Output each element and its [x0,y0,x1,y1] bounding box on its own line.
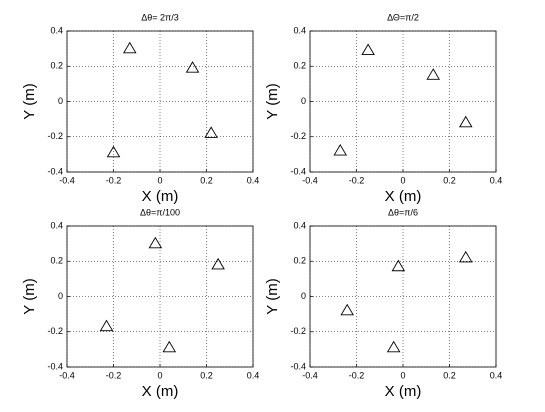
y-tick-label: 0 [301,291,306,301]
x-axis-label: X (m) [385,383,422,400]
x-tick-label: 0.2 [200,370,213,380]
point [211,257,225,270]
y-tick-label: 0.2 [50,256,63,266]
y-tick-label: 0.2 [50,61,63,71]
y-tick-label: 0.4 [50,25,63,35]
y-tick-label: 0 [58,96,63,106]
chart-title: ΔΘ=π/2 [387,12,419,22]
y-tick-label: 0.4 [293,25,306,35]
point [106,145,121,158]
point [426,68,441,80]
y-tick-label: -0.4 [290,166,306,176]
x-tick-label: 0.4 [247,370,260,380]
y-tick-label: -0.2 [290,326,306,336]
point [99,319,114,332]
y-tick-label: -0.4 [47,361,63,371]
x-tick-label: 0.2 [200,175,213,185]
point [162,340,177,353]
axes-frame [309,30,497,173]
y-tick-label: 0 [58,291,63,301]
axes-frame [66,30,254,173]
x-tick-label: -0.2 [106,370,122,380]
x-tick-label: 0.4 [490,370,503,380]
x-tick-label: 0 [400,370,405,380]
y-tick-label: 0.4 [293,220,306,230]
x-tick-label: -0.4 [59,370,75,380]
chart-title: Δθ=π/6 [388,207,418,217]
point [386,340,401,353]
point [204,126,218,138]
y-tick-label: -0.2 [290,131,306,141]
x-tick-label: -0.4 [302,370,318,380]
x-tick-label: 0 [400,175,405,185]
point [122,41,137,54]
y-tick-label: -0.2 [47,326,63,336]
x-tick-label: 0 [157,370,162,380]
x-tick-label: -0.2 [349,175,365,185]
y-tick-label: 0.2 [293,61,306,71]
x-tick-label: -0.4 [59,175,75,185]
point [391,259,406,272]
y-tick-label: -0.2 [47,131,63,141]
x-tick-label: 0.2 [443,370,456,380]
y-tick-label: -0.4 [290,361,306,371]
x-tick-label: 0.4 [490,175,503,185]
y-tick-label: -0.4 [47,166,63,176]
point [185,61,200,73]
x-tick-label: -0.2 [106,175,122,185]
x-tick-label: -0.2 [349,370,365,380]
y-tick-label: 0.4 [50,220,63,230]
y-tick-label: 0.2 [293,256,306,266]
point [458,250,473,263]
axes-frame [309,225,497,368]
x-axis-label: X (m) [142,383,179,400]
axes-frame [66,225,254,368]
y-axis-label: Y (m) [264,83,281,119]
chart-title: Δθ= 2π/3 [141,12,179,22]
y-tick-label: 0 [301,96,306,106]
x-tick-label: 0 [157,175,162,185]
point [458,115,473,128]
point [333,143,348,156]
x-tick-label: -0.4 [302,175,318,185]
x-axis-label: X (m) [142,188,179,205]
chart-title: Δθ=π/100 [140,207,180,217]
point [361,43,375,56]
y-axis-label: Y (m) [264,278,281,314]
x-tick-label: 0.4 [247,175,260,185]
y-axis-label: Y (m) [21,278,38,314]
y-axis-label: Y (m) [21,83,38,119]
point [340,303,354,316]
point [148,236,163,249]
x-tick-label: 0.2 [443,175,456,185]
x-axis-label: X (m) [385,188,422,205]
